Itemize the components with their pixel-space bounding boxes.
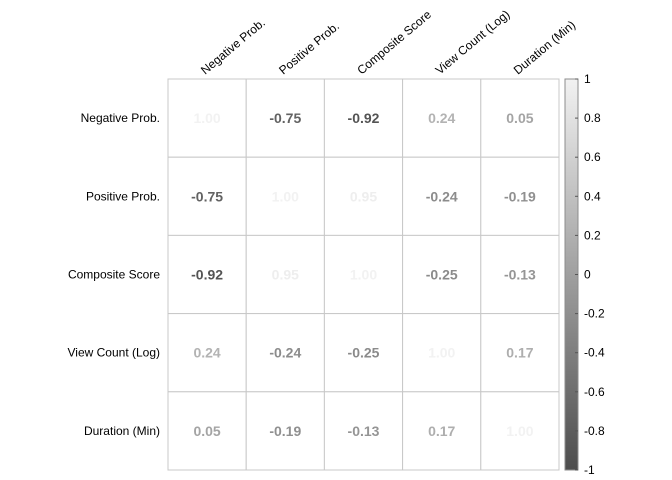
cell-value-label: -0.25 (426, 267, 458, 283)
heatmap-cell (323, 78, 404, 158)
cell-value-label: -0.13 (348, 423, 380, 439)
heatmap-cell (480, 78, 560, 158)
cell-value-label: -0.13 (504, 267, 536, 283)
heatmap-cell (245, 78, 325, 158)
cell-value-label: 1.00 (428, 345, 455, 361)
cell-value-label: -0.25 (348, 345, 380, 361)
heatmap-cell (323, 234, 404, 315)
heatmap-cell (323, 391, 404, 471)
heatmap-cell (402, 78, 482, 158)
cell-value-label: 1.00 (350, 267, 377, 283)
heatmap-cell (480, 156, 560, 236)
cell-value-label: -0.75 (191, 188, 223, 204)
heatmap-cell (245, 234, 325, 315)
column-label: Negative Prob. (198, 16, 268, 78)
heatmap-cell (245, 313, 325, 393)
heatmap-cell (323, 313, 404, 393)
cell-value-label: 1.00 (193, 110, 220, 126)
heatmap-cells (167, 78, 560, 471)
heatmap-cell (245, 391, 325, 471)
colorbar: 1 0.8 0.6 0.4 0.2 0 -0.2 -0.4 -0.6 -0.8 -1 (564, 72, 605, 477)
cell-value-label: -0.24 (269, 345, 301, 361)
colorbar-tick-label: -0.2 (584, 307, 605, 321)
heatmap-cell (167, 313, 247, 393)
cell-value-label: 1.00 (506, 423, 533, 439)
cell-value-label: 0.24 (193, 345, 220, 361)
colorbar-tick-label: -0.4 (584, 346, 605, 360)
colorbar-tick-label: 0 (584, 268, 591, 282)
cell-value-label: -0.92 (191, 267, 223, 283)
column-labels: Negative Prob. Positive Prob. Composite Sc… (198, 7, 578, 77)
colorbar-tick-label: -1 (584, 463, 595, 477)
cell-value-label: -0.19 (504, 188, 536, 204)
heatmap-cell (480, 391, 560, 471)
cell-value-label: 1.00 (272, 188, 299, 204)
heatmap-cell (402, 234, 482, 315)
row-label: Composite Score (68, 268, 160, 282)
row-label: Duration (Min) (84, 424, 160, 438)
colorbar-tick-label: 0.4 (584, 189, 601, 203)
colorbar-tick-label: 1 (584, 72, 591, 86)
cell-value-label: -0.24 (426, 188, 458, 204)
heatmap-cell (402, 313, 482, 393)
column-label: Composite Score (354, 7, 434, 77)
heatmap-cell (480, 234, 560, 315)
column-label: View Count (Log) (433, 7, 513, 77)
cell-value-label: 0.05 (193, 423, 220, 439)
heatmap-cell (167, 391, 247, 471)
colorbar-tick-label: 0.2 (584, 228, 601, 242)
heatmap-cell (480, 313, 560, 393)
cell-value-label: 0.17 (506, 345, 533, 361)
colorbar-tick-label: 0.8 (584, 111, 601, 125)
cell-value-label: 0.95 (350, 188, 377, 204)
column-label: Positive Prob. (276, 19, 342, 77)
row-labels: Negative Prob. Positive Prob. Composite Sc… (68, 111, 161, 438)
heatmap-values: 1.00 -0.75 -0.92 0.24 0.05 -0.75 1.00 0.95 -0.24… (191, 110, 536, 439)
cell-value-label: -0.75 (269, 110, 301, 126)
cell-value-label: 0.24 (428, 110, 455, 126)
cell-value-label: -0.19 (269, 423, 301, 439)
column-label: Duration (Min) (511, 18, 578, 78)
cell-value-label: -0.92 (348, 110, 380, 126)
colorbar-tick-label: 0.6 (584, 150, 601, 164)
row-label: Positive Prob. (86, 189, 160, 203)
heatmap-cell (323, 156, 404, 236)
cell-value-label: 0.17 (428, 423, 455, 439)
row-label: Negative Prob. (81, 111, 160, 125)
row-label: View Count (Log) (68, 346, 161, 360)
colorbar-tick-label: -0.8 (584, 424, 605, 438)
colorbar-tick-label: -0.6 (584, 385, 605, 399)
cell-value-label: 0.95 (272, 267, 299, 283)
heatmap-cell (167, 156, 247, 236)
cell-value-label: 0.05 (506, 110, 533, 126)
heatmap-cell (167, 78, 247, 158)
